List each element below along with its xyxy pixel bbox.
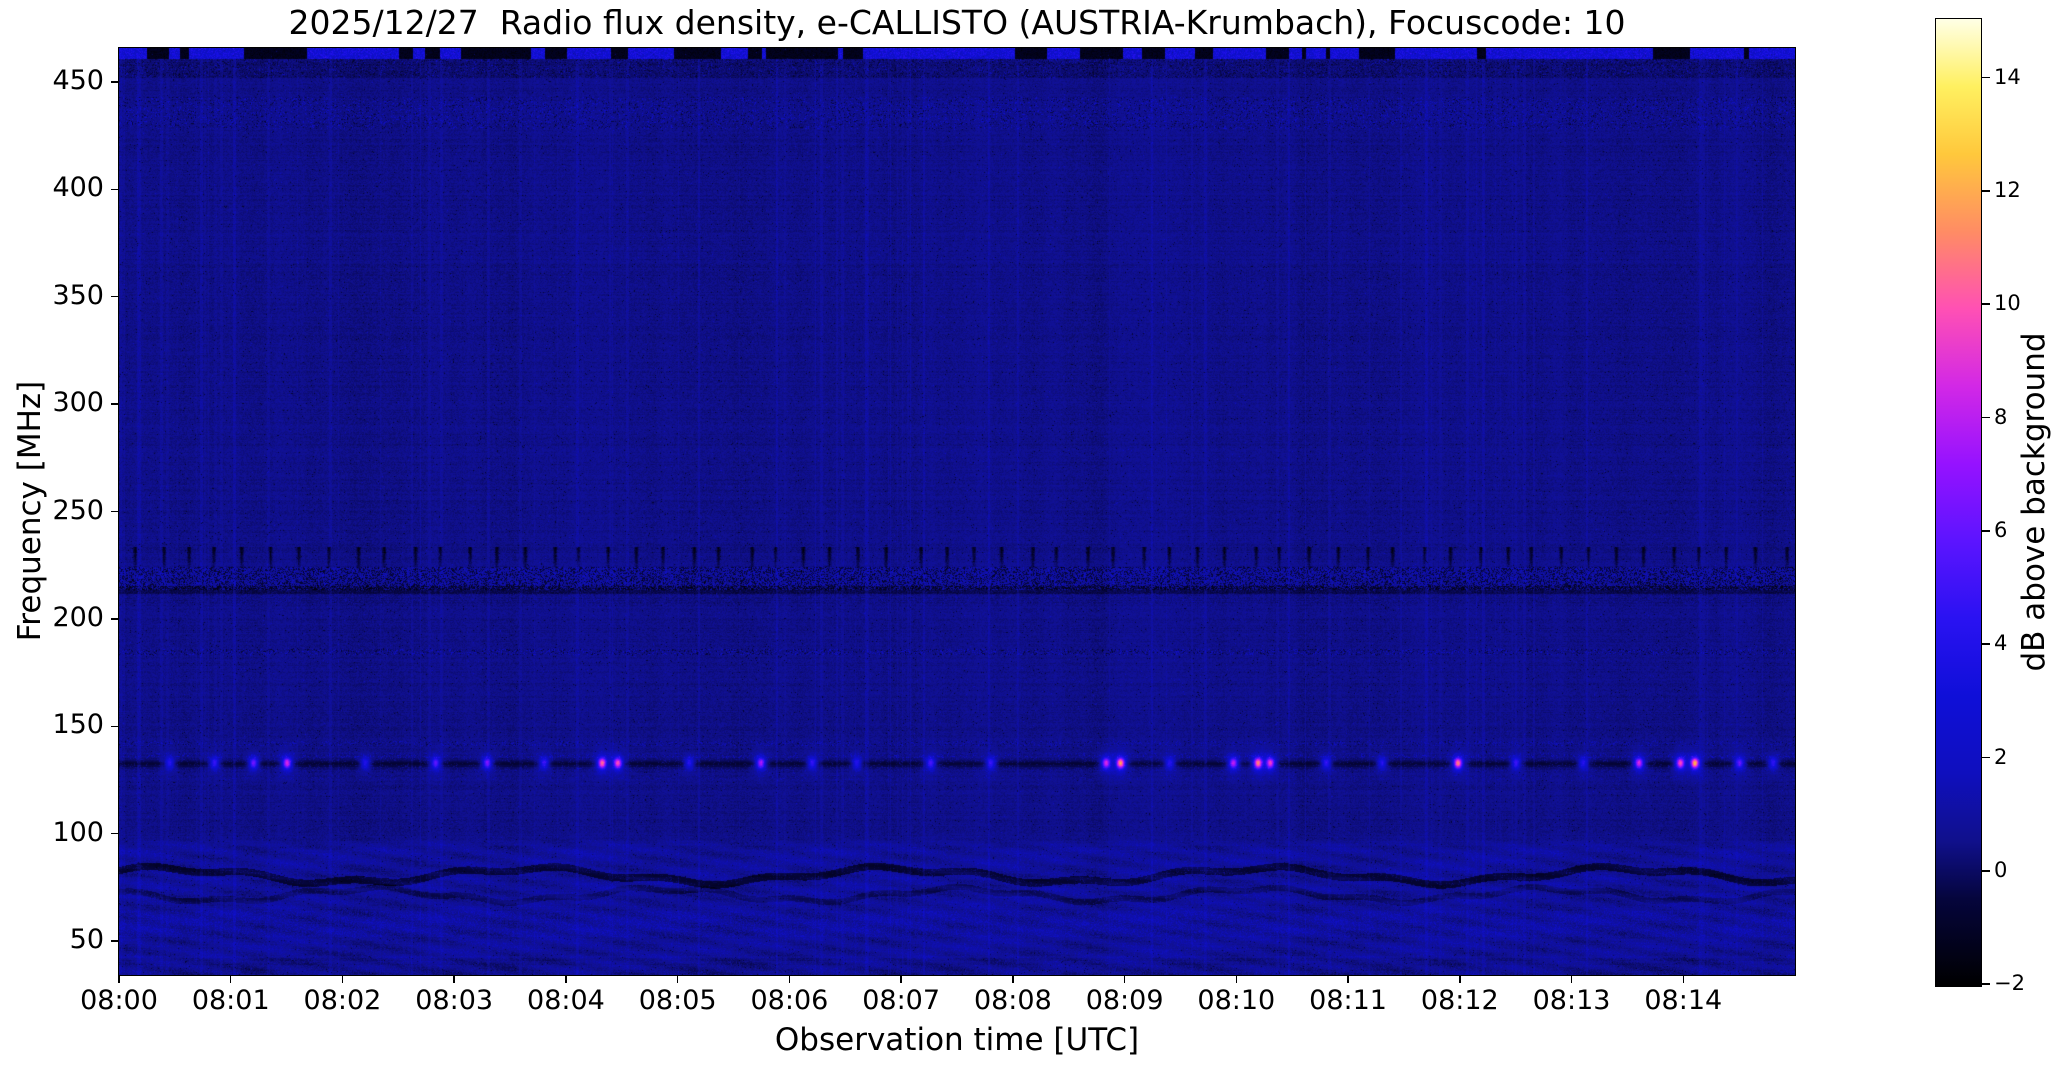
x-tick-label: 08:11 xyxy=(1309,985,1387,1016)
colorbar-tick-mark xyxy=(1982,190,1990,192)
y-tick-mark xyxy=(111,81,119,83)
y-tick-mark xyxy=(111,510,119,513)
x-tick-label: 08:09 xyxy=(1085,985,1164,1016)
x-tick-label: 08:08 xyxy=(973,985,1052,1016)
x-tick-mark xyxy=(1347,975,1349,983)
x-tick-mark xyxy=(1459,975,1461,983)
y-tick-label: 250 xyxy=(52,494,104,526)
y-tick-label: 350 xyxy=(52,279,104,311)
x-tick-mark xyxy=(1570,975,1573,983)
colorbar-tick-label: 4 xyxy=(1994,631,2008,656)
x-tick-mark xyxy=(453,975,455,983)
colorbar-tick-label: 6 xyxy=(1994,517,2008,542)
y-tick-label: 150 xyxy=(52,709,104,741)
x-tick-label: 08:01 xyxy=(191,985,270,1016)
x-tick-mark xyxy=(900,975,902,983)
y-tick-label: 100 xyxy=(52,816,104,848)
colorbar-tick-label: 0 xyxy=(1994,857,2008,882)
y-tick-label: 50 xyxy=(69,924,104,956)
x-tick-mark xyxy=(1682,975,1685,983)
y-tick-mark xyxy=(111,188,119,191)
colorbar-tick-mark xyxy=(1982,983,1990,985)
y-tick-mark xyxy=(111,725,119,728)
x-tick-label: 08:02 xyxy=(303,985,382,1016)
x-tick-mark xyxy=(1123,975,1126,983)
colorbar-tick-mark xyxy=(1982,530,1990,532)
y-axis-label: Frequency [MHz] xyxy=(12,380,48,642)
x-tick-label: 08:04 xyxy=(527,985,605,1016)
x-tick-mark xyxy=(1235,975,1238,983)
y-tick-mark xyxy=(111,618,119,620)
x-tick-label: 08:05 xyxy=(638,985,717,1016)
colorbar-tick-label: 2 xyxy=(1994,744,2008,769)
x-axis-label: Observation time [UTC] xyxy=(774,1022,1140,1058)
x-tick-label: 08:13 xyxy=(1532,985,1611,1016)
x-tick-mark xyxy=(1012,975,1014,983)
colorbar-tick-mark xyxy=(1982,870,1990,872)
y-tick-mark xyxy=(111,403,119,405)
spectrogram-canvas xyxy=(119,48,1795,975)
chart-title: 2025/12/27 Radio flux density, e-CALLIST… xyxy=(288,3,1626,42)
x-tick-label: 08:00 xyxy=(80,985,158,1016)
x-tick-label: 08:07 xyxy=(862,985,941,1016)
colorbar-tick-mark xyxy=(1982,76,1990,79)
colorbar-tick-label: 12 xyxy=(1994,177,2021,202)
colorbar-label: dB above background xyxy=(2016,332,2052,672)
x-tick-label: 08:06 xyxy=(750,985,829,1016)
y-tick-mark xyxy=(111,832,119,835)
x-tick-mark xyxy=(341,975,344,983)
y-tick-label: 200 xyxy=(52,601,104,633)
x-tick-mark xyxy=(788,975,791,983)
x-tick-mark xyxy=(229,975,232,983)
y-tick-label: 450 xyxy=(52,64,104,96)
x-tick-mark xyxy=(676,975,679,983)
x-tick-label: 08:10 xyxy=(1197,985,1276,1016)
y-tick-label: 400 xyxy=(52,172,104,204)
colorbar-tick-label: 8 xyxy=(1994,404,2008,429)
y-tick-label: 300 xyxy=(52,387,104,419)
x-tick-mark xyxy=(565,975,567,983)
colorbar-tick-mark xyxy=(1982,756,1990,759)
colorbar-tick-label: −2 xyxy=(1994,971,2025,996)
colorbar-tick-mark xyxy=(1982,303,1990,305)
y-tick-mark xyxy=(111,940,119,942)
colorbar xyxy=(1935,18,1982,987)
colorbar-tick-label: 14 xyxy=(1994,64,2021,89)
x-tick-label: 08:12 xyxy=(1420,985,1499,1016)
x-tick-mark xyxy=(118,975,120,983)
colorbar-tick-label: 10 xyxy=(1994,291,2021,316)
y-tick-mark xyxy=(111,295,119,298)
colorbar-tick-mark xyxy=(1982,416,1990,419)
x-tick-label: 08:03 xyxy=(415,985,494,1016)
colorbar-tick-mark xyxy=(1982,643,1990,645)
x-tick-label: 08:14 xyxy=(1644,985,1723,1016)
